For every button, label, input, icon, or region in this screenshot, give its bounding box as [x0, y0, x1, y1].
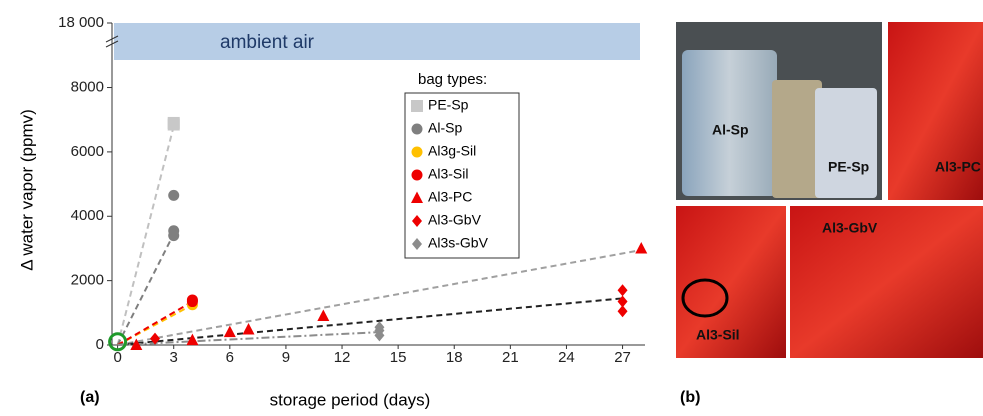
x-axis-title: storage period (days) [270, 390, 431, 409]
x-tick-label: 12 [334, 349, 351, 366]
legend-label: Al3-Sil [428, 166, 468, 182]
marker [635, 242, 647, 254]
figure: ambient air 18 000 0 2000 4000 6000 8000 0 3 6 9 12… [0, 0, 983, 411]
x-tick-label: 3 [170, 349, 178, 366]
legend-title: bag types: [418, 71, 487, 88]
marker [618, 284, 628, 296]
marker [412, 170, 423, 181]
photo-label: Al3-Sil [696, 327, 740, 343]
panel-label: (b) [680, 389, 700, 406]
photo-label: Al3-PC [935, 159, 981, 175]
x-tick-label: 15 [390, 349, 407, 366]
marker [224, 326, 236, 338]
photo-label: PE-Sp [828, 159, 869, 175]
x-tick-label: 0 [113, 349, 121, 366]
y-tick-label: 8000 [71, 78, 104, 95]
photo-bag [815, 88, 877, 198]
x-tick-label: 18 [446, 349, 463, 366]
marker [317, 310, 329, 322]
chart: ambient air 18 000 0 2000 4000 6000 8000 0 3 6 9 12… [17, 14, 700, 410]
x-tick-label: 24 [558, 349, 575, 366]
y-axis-title: Δ water vapor (ppmv) [17, 109, 36, 271]
y-tick-label: 2000 [71, 272, 104, 289]
marker [168, 230, 179, 241]
marker [243, 323, 255, 335]
marker [168, 119, 180, 131]
y-tick-label: 0 [96, 336, 104, 353]
marker [412, 147, 423, 158]
x-tick-label: 21 [502, 349, 519, 366]
legend: PE-Sp Al-Sp Al3g-Sil Al3-Sil Al3-PC Al3-GbV Al… [405, 93, 519, 258]
x-tick-label: 9 [282, 349, 290, 366]
y-tick-label: 4000 [71, 207, 104, 224]
legend-label: Al3g-Sil [428, 143, 476, 159]
photo-panel: Al-Sp PE-Sp Al3-PC Al3-Sil Al3-GbV [676, 22, 983, 358]
photo-label: Al3-GbV [822, 220, 878, 236]
ambient-band [114, 23, 640, 60]
band-label: ambient air [220, 32, 315, 53]
x-tick-label: 27 [614, 349, 631, 366]
y-tick-label: 6000 [71, 143, 104, 160]
photo-bag [772, 80, 822, 198]
legend-label: Al3s-GbV [428, 235, 489, 251]
trendline [118, 126, 174, 345]
legend-label: PE-Sp [428, 97, 469, 113]
photo-label: Al-Sp [712, 122, 749, 138]
legend-label: Al3-GbV [428, 212, 482, 228]
marker [187, 296, 198, 307]
marker [412, 124, 423, 135]
marker [411, 100, 423, 112]
legend-label: Al3-PC [428, 189, 472, 205]
marker [618, 305, 628, 317]
x-tick-label: 6 [226, 349, 234, 366]
marker [168, 190, 179, 201]
legend-label: Al-Sp [428, 120, 462, 136]
photo [790, 206, 983, 358]
y-tick-label: 18 000 [58, 14, 104, 31]
panel-label: (a) [80, 389, 100, 406]
